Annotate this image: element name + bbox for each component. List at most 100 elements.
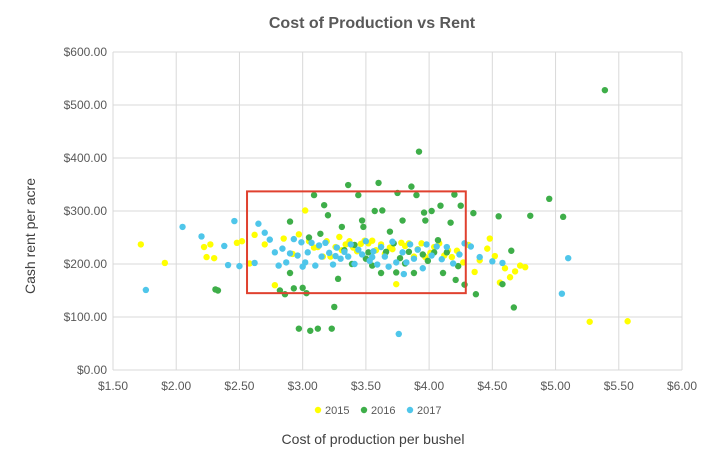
point-2015: [501, 265, 509, 272]
point-2017: [381, 253, 389, 260]
point-2015: [203, 253, 210, 261]
point-2016: [419, 251, 426, 258]
point-2017: [438, 256, 445, 263]
point-2016: [379, 207, 386, 214]
point-2016: [410, 269, 418, 277]
point-2016: [452, 276, 459, 284]
point-2015: [624, 318, 631, 325]
point-2017: [370, 248, 377, 255]
point-2017: [410, 255, 418, 262]
point-2015: [491, 252, 499, 260]
x-tick-label: $2.50: [224, 379, 254, 393]
legend-label-2016: 2016: [371, 405, 395, 417]
point-2015: [271, 282, 279, 289]
point-2017: [261, 229, 268, 236]
point-2016: [422, 217, 429, 224]
point-2016: [415, 148, 423, 155]
point-2016: [375, 179, 382, 187]
point-2017: [318, 253, 325, 260]
point-2017: [308, 239, 315, 246]
point-2017: [142, 286, 150, 294]
point-2016: [470, 209, 477, 217]
point-2017: [315, 242, 323, 249]
point-2015: [516, 262, 524, 269]
point-2016: [428, 207, 435, 215]
x-tick-label: $5.50: [604, 379, 634, 393]
point-2017: [198, 233, 205, 240]
point-2016: [314, 325, 322, 332]
point-2016: [295, 325, 303, 332]
y-tick-label: $400.00: [64, 151, 108, 165]
point-2015: [137, 241, 145, 248]
point-2015: [200, 243, 208, 251]
point-2016: [286, 218, 294, 225]
point-2016: [358, 217, 366, 224]
point-2016: [281, 291, 289, 298]
point-2017: [341, 248, 348, 256]
point-2017: [362, 238, 370, 245]
point-2016: [527, 212, 534, 219]
point-2017: [221, 242, 228, 250]
point-2015: [484, 245, 491, 252]
point-2017: [403, 259, 410, 266]
x-tick-label: $3.50: [351, 379, 381, 393]
point-2017: [337, 255, 344, 262]
point-2016: [355, 191, 362, 199]
point-2017: [399, 249, 406, 256]
point-2015: [506, 274, 514, 281]
point-2016: [472, 291, 480, 298]
point-2017: [395, 330, 402, 338]
x-tick-label: $3.00: [288, 379, 318, 393]
point-2015: [336, 233, 343, 241]
point-2016: [424, 257, 432, 265]
point-2016: [377, 269, 385, 277]
point-2016: [508, 247, 515, 254]
x-tick-label: $5.00: [541, 379, 571, 393]
point-2016: [434, 236, 442, 244]
point-2017: [312, 262, 319, 269]
point-2016: [338, 223, 346, 231]
point-2015: [161, 259, 169, 267]
point-2015: [471, 268, 478, 276]
point-2017: [347, 241, 354, 248]
point-2015: [448, 253, 456, 261]
point-2017: [322, 239, 329, 246]
point-2015: [238, 238, 246, 245]
point-2017: [419, 265, 426, 272]
point-2015: [261, 241, 268, 248]
point-2016: [443, 249, 451, 256]
point-2016: [447, 219, 454, 226]
point-2017: [414, 246, 421, 253]
point-2016: [454, 262, 462, 270]
point-2016: [276, 287, 284, 294]
point-2017: [326, 249, 333, 257]
point-2015: [301, 207, 309, 214]
point-2016: [559, 213, 567, 221]
point-2017: [489, 258, 496, 265]
point-2017: [443, 243, 451, 251]
highlight-box: [246, 190, 467, 295]
y-tick-label: $300.00: [64, 204, 108, 218]
point-2015: [389, 245, 396, 253]
point-2016: [286, 269, 294, 277]
point-2017: [271, 249, 279, 256]
point-2016: [360, 223, 367, 231]
point-2017: [255, 220, 262, 227]
point-2017: [355, 246, 362, 253]
point-2016: [601, 86, 609, 94]
legend-marker-2017: [406, 406, 414, 414]
point-2016: [328, 325, 335, 332]
point-2017: [499, 259, 506, 267]
point-2016: [405, 248, 413, 256]
point-2017: [279, 245, 286, 252]
point-2016: [451, 191, 458, 198]
point-2017: [456, 251, 463, 258]
y-tick-label: $100.00: [64, 310, 108, 324]
point-2016: [320, 201, 328, 209]
point-2016: [331, 303, 338, 311]
data-points: [137, 86, 631, 338]
point-2015: [295, 231, 303, 238]
point-2016: [420, 209, 428, 216]
y-tick-label: $0.00: [77, 363, 107, 377]
